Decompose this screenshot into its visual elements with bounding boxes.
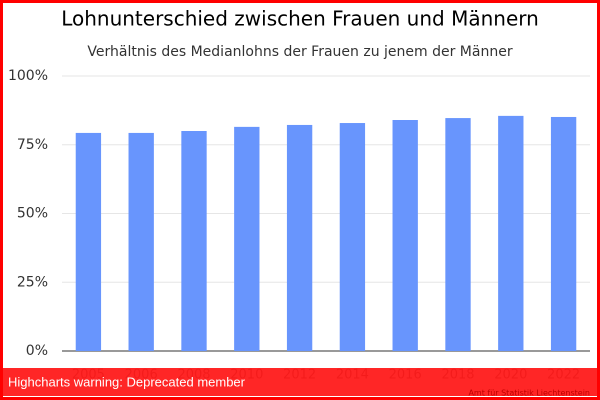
chart-title: Lohnunterschied zwischen Frauen und Männ… xyxy=(61,7,539,31)
bar xyxy=(445,118,471,351)
y-tick-label: 25% xyxy=(17,274,48,290)
bar xyxy=(392,120,418,351)
bar xyxy=(128,132,154,351)
credits: Amt für Statistik Liechtenstein xyxy=(468,389,590,398)
y-tick-label: 75% xyxy=(17,137,48,153)
warning-text: Highcharts warning: Deprecated member xyxy=(8,374,246,389)
bar xyxy=(550,116,577,351)
chart-subtitle: Verhältnis des Medianlohns der Frauen zu… xyxy=(87,44,512,60)
y-tick-label: 50% xyxy=(17,206,48,222)
bar xyxy=(234,126,260,351)
bar xyxy=(181,131,207,351)
warning-banner xyxy=(0,368,600,396)
bar xyxy=(286,124,313,351)
bar xyxy=(339,123,366,352)
bar xyxy=(75,132,102,351)
y-tick-label: 100% xyxy=(8,68,48,84)
bar xyxy=(498,115,524,351)
y-tick-label: 0% xyxy=(26,343,48,359)
